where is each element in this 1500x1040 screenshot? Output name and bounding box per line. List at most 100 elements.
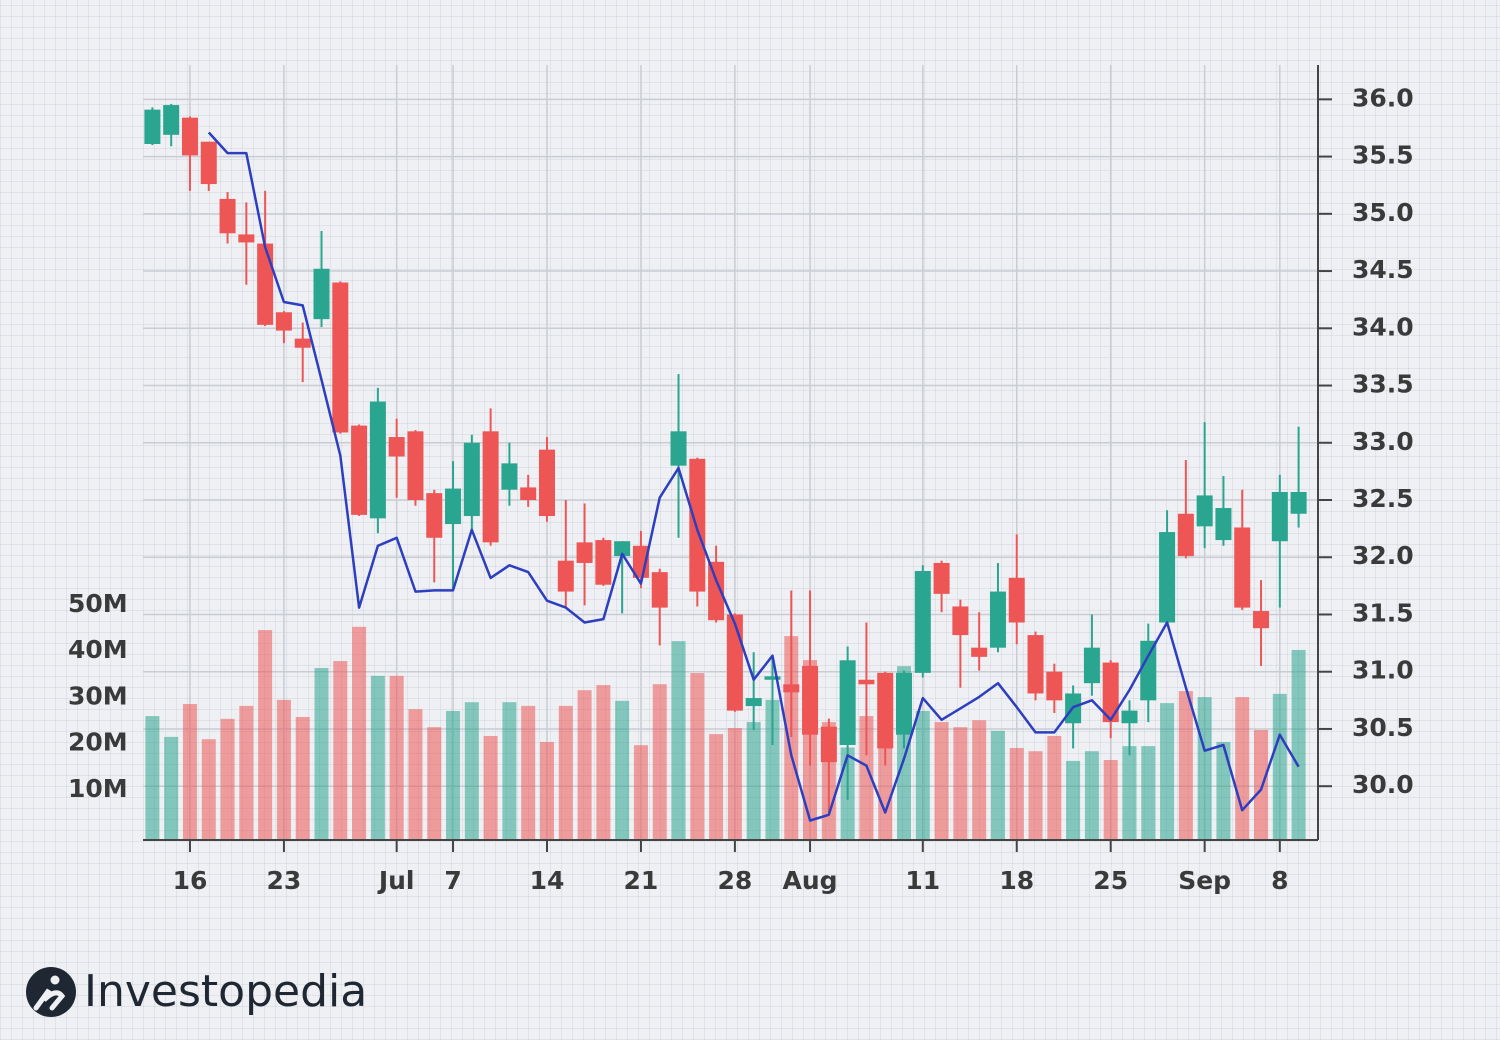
volume-bar — [295, 716, 310, 840]
volume-bar — [690, 673, 705, 840]
volume-bar — [1291, 649, 1306, 840]
y-tick-label: 35.0 — [1352, 198, 1414, 227]
candle-body — [238, 234, 255, 243]
volume-bar — [427, 727, 442, 840]
candle-body — [952, 606, 969, 636]
candle-body — [802, 665, 819, 735]
candle-body — [313, 268, 330, 320]
y-tick-label: 33.5 — [1352, 370, 1414, 399]
y-tick-label: 34.0 — [1352, 312, 1414, 341]
volume-bar — [446, 710, 461, 840]
volume-bar — [990, 730, 1005, 840]
volume-bar — [1254, 729, 1269, 840]
candle-body — [576, 542, 593, 563]
y2-tick-label: 40M — [68, 635, 128, 664]
candle-body — [219, 198, 236, 234]
volume-bar — [145, 716, 160, 840]
line-layer — [207, 131, 1300, 822]
candle-body — [351, 425, 368, 515]
volume-bar — [1084, 751, 1099, 840]
x-tick-label: 28 — [717, 866, 752, 895]
candle-body — [1159, 532, 1176, 623]
x-tick-label: 11 — [905, 866, 940, 895]
volume-bar — [333, 661, 348, 840]
y-tick-label: 31.5 — [1352, 598, 1414, 627]
y-tick-label: 30.5 — [1352, 713, 1414, 742]
candle-body — [971, 647, 988, 657]
x-tick-label: 8 — [1271, 866, 1288, 895]
candle-body — [294, 338, 311, 348]
y-tick-label: 33.0 — [1352, 427, 1414, 456]
line-series — [207, 131, 1300, 822]
volume-bar — [1028, 751, 1043, 840]
candle-body — [651, 572, 668, 608]
volume-bar — [352, 626, 367, 840]
volume-bar — [1160, 703, 1175, 840]
volume-bar — [258, 630, 273, 840]
candle-body — [839, 660, 856, 745]
candle-body — [820, 726, 837, 763]
candle-body — [181, 117, 198, 156]
volume-bar — [239, 705, 254, 840]
volume-bar — [464, 702, 479, 840]
candle-body — [933, 562, 950, 594]
candle-body — [1046, 671, 1063, 701]
volume-bar — [164, 736, 179, 840]
brand-name: Investopedia — [84, 966, 367, 1017]
volume-bar — [558, 705, 573, 840]
candle-body — [858, 679, 875, 685]
candle-body — [332, 282, 349, 433]
volume-bar — [201, 739, 216, 840]
volume-bar — [953, 727, 968, 840]
logo-mark — [33, 988, 66, 1011]
volume-bar — [483, 735, 498, 840]
candle-body — [989, 591, 1006, 648]
volume-bar — [1066, 760, 1081, 840]
x-tick-label: Sep — [1178, 866, 1231, 895]
candle-body — [163, 105, 180, 135]
volume-bar — [1122, 746, 1137, 840]
volume-bar — [746, 722, 761, 840]
volume-bar — [615, 700, 630, 840]
volume-bar — [539, 741, 554, 840]
volume-bar — [972, 720, 987, 840]
volume-bar — [577, 690, 592, 840]
candle-body — [369, 401, 386, 519]
volume-bar — [370, 675, 385, 840]
x-tick-label: 7 — [444, 866, 461, 895]
volume-bar — [1009, 747, 1024, 840]
candle-body — [1102, 662, 1119, 723]
volume-bar — [276, 699, 291, 840]
volume-bar — [727, 728, 742, 840]
volume-bar — [1141, 746, 1156, 840]
logo-dot — [50, 975, 60, 985]
candle-body — [538, 449, 555, 517]
x-tick-label: 16 — [173, 866, 208, 895]
x-tick-label: 23 — [267, 866, 302, 895]
candle-layer — [144, 103, 1307, 813]
volume-bar — [1216, 741, 1231, 840]
candle-body — [1083, 647, 1100, 684]
y-tick-label: 32.5 — [1352, 484, 1414, 513]
volume-bar — [1103, 760, 1118, 840]
candle-body — [877, 672, 894, 749]
volume-bar — [1235, 697, 1250, 840]
volume-bar — [709, 734, 724, 840]
volume-bar — [915, 710, 930, 840]
candle-body — [1177, 513, 1194, 557]
y-tick-label: 34.5 — [1352, 255, 1414, 284]
y2-tick-label: 30M — [68, 681, 128, 710]
candle-body — [1234, 527, 1251, 608]
volume-bar — [671, 641, 686, 840]
y-tick-label: 32.0 — [1352, 541, 1414, 570]
candle-body — [1196, 495, 1213, 527]
candle-body — [745, 698, 762, 707]
candle-body — [557, 560, 574, 592]
candle-body — [1121, 710, 1138, 724]
candle-body — [1027, 635, 1044, 694]
volume-bar — [182, 704, 197, 840]
y2-tick-label: 50M — [68, 589, 128, 618]
x-tick-label: 25 — [1093, 866, 1128, 895]
